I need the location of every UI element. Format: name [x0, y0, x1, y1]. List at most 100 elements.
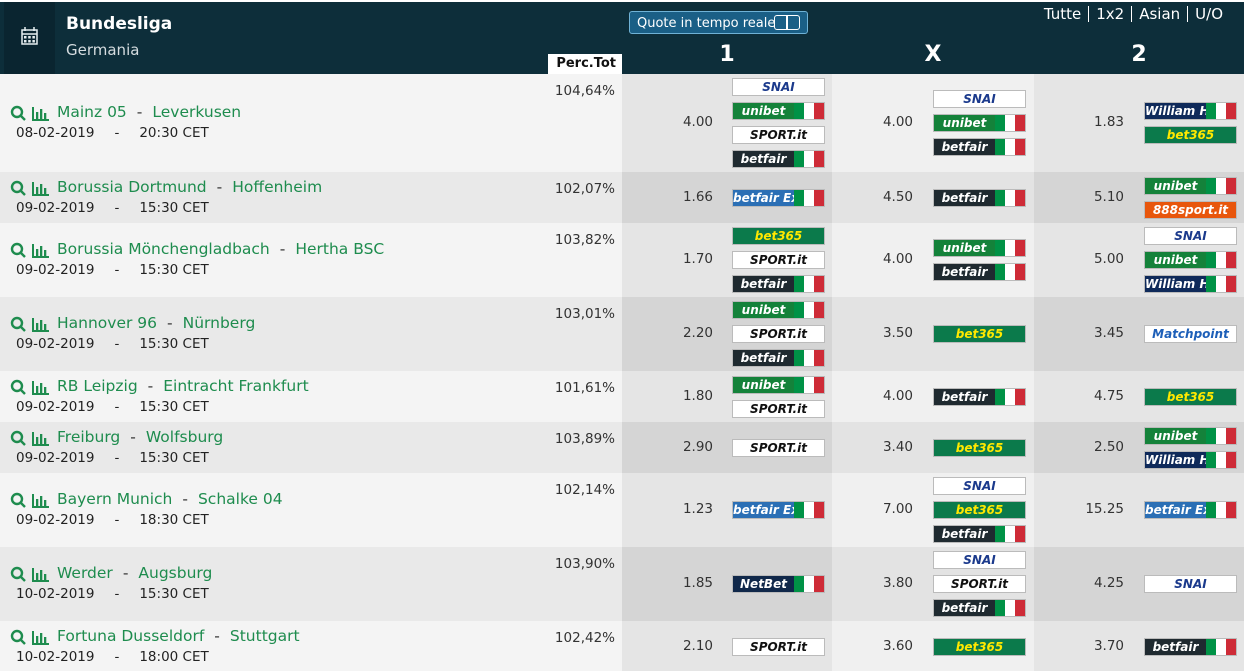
flag-stripe	[794, 151, 804, 167]
away-team[interactable]: Nürnberg	[182, 314, 256, 332]
bookmaker-logo[interactable]: betfair	[933, 387, 1026, 406]
bookmaker-logo[interactable]: unibet	[732, 102, 825, 120]
match-icons[interactable]	[10, 316, 50, 334]
bookmaker-logo[interactable]: unibet	[933, 114, 1026, 132]
bookmaker-logo[interactable]: SPORT.it	[732, 637, 825, 656]
home-team[interactable]: Fortuna Dusseldorf	[57, 627, 205, 645]
match-icons[interactable]	[10, 566, 50, 584]
home-team[interactable]: Werder	[57, 564, 113, 582]
match-icons-wrap[interactable]	[10, 242, 50, 264]
bookmaker-logo[interactable]: SNAI	[1144, 575, 1237, 593]
bookmaker-logo[interactable]: Matchpoint	[1144, 325, 1237, 343]
home-team[interactable]: Borussia Mönchengladbach	[57, 240, 270, 258]
match-icons[interactable]	[10, 430, 50, 448]
away-team[interactable]: Hoffenheim	[232, 178, 323, 196]
match-icons[interactable]	[10, 492, 50, 510]
home-team[interactable]: RB Leipzig	[57, 377, 138, 395]
match-icons[interactable]	[10, 629, 50, 647]
bookmaker-logo[interactable]: bet365	[933, 501, 1026, 519]
date-separator: -	[114, 125, 120, 141]
filter-link[interactable]: 1x2	[1088, 6, 1131, 22]
flag-stripe	[804, 350, 814, 366]
away-team[interactable]: Hertha BSC	[295, 240, 385, 258]
bookmaker-logo[interactable]: bet365	[1144, 126, 1237, 144]
bookmaker-logo[interactable]: SPORT.it	[732, 438, 825, 457]
bookmaker-logo[interactable]: William HILL	[1144, 275, 1237, 293]
bookmaker-logo[interactable]: unibet	[1144, 426, 1237, 445]
home-team[interactable]: Borussia Dortmund	[57, 178, 207, 196]
match-icons[interactable]	[10, 180, 50, 198]
bookmaker-logo[interactable]: unibet	[1144, 176, 1237, 195]
bookmaker-logo[interactable]: SNAI	[933, 551, 1026, 569]
bookmaker-logo[interactable]: bet365	[933, 438, 1026, 457]
bookmaker-logo[interactable]: SPORT.it	[732, 325, 825, 343]
away-team[interactable]: Stuttgart	[229, 627, 300, 645]
bookmaker-logo[interactable]: betfair Exchange	[732, 188, 825, 207]
bookmaker-logo[interactable]: unibet	[933, 239, 1026, 257]
match-icons-wrap[interactable]	[10, 180, 50, 202]
bookmaker-logo[interactable]: betfair Exchange	[1144, 501, 1237, 519]
bookmaker-logo[interactable]: unibet	[1144, 251, 1237, 269]
bookmaker-logo[interactable]: SNAI	[732, 78, 825, 96]
bookmaker-logo[interactable]: NetBet	[732, 575, 825, 593]
match-icons-wrap[interactable]	[10, 316, 50, 338]
match-date: 09-02-2019	[16, 200, 95, 216]
bookmaker-logo[interactable]: betfair	[732, 349, 825, 367]
bookmaker-logo[interactable]: bet365	[732, 227, 825, 245]
bookmaker-logo[interactable]: betfair	[933, 599, 1026, 617]
bookmaker-logo[interactable]: betfair	[933, 188, 1026, 207]
home-team[interactable]: Mainz 05	[57, 103, 127, 121]
match-icons-wrap[interactable]	[10, 566, 50, 588]
bookmaker-logo[interactable]: SPORT.it	[732, 399, 825, 418]
bookmaker-logo[interactable]: betfair	[732, 275, 825, 293]
bookmaker-logo[interactable]: SNAI	[933, 477, 1026, 495]
kickoff: 09-02-2019 - 15:30 CET	[16, 450, 209, 466]
bookmaker-logo[interactable]: William HILL	[1144, 102, 1237, 120]
match-icons-wrap[interactable]	[10, 492, 50, 514]
home-team[interactable]: Bayern Munich	[57, 490, 173, 508]
calendar-icon[interactable]	[4, 2, 55, 74]
bookmaker-logo[interactable]: unibet	[732, 375, 825, 394]
home-team[interactable]: Hannover 96	[57, 314, 158, 332]
bookmaker-logo[interactable]: SPORT.it	[732, 251, 825, 269]
match-icons[interactable]	[10, 105, 50, 123]
odds-cell: 3.60 bet365	[832, 621, 1034, 671]
bookmaker-logo[interactable]: SNAI	[933, 90, 1026, 108]
bookmaker-logo[interactable]: William HILL	[1144, 450, 1237, 469]
match-icons-wrap[interactable]	[10, 105, 50, 127]
bookmaker-logo[interactable]: betfair Exchange	[732, 501, 825, 519]
bookmaker-logo[interactable]: betfair	[933, 263, 1026, 281]
bookmaker-logo[interactable]: betfair	[933, 138, 1026, 156]
away-team[interactable]: Augsburg	[138, 564, 213, 582]
bookmaker-logo[interactable]: betfair	[732, 150, 825, 168]
bookmaker-logo[interactable]: betfair	[1144, 637, 1237, 656]
filter-link[interactable]: Asian	[1131, 6, 1187, 22]
filter-link[interactable]: U/O	[1187, 6, 1230, 22]
bookmaker-logo[interactable]: 888sport.it	[1144, 200, 1237, 219]
home-team[interactable]: Freiburg	[57, 428, 121, 446]
bookmaker-logo[interactable]: SNAI	[1144, 227, 1237, 245]
match-icons-wrap[interactable]	[10, 379, 50, 401]
match-icons-wrap[interactable]	[10, 629, 50, 651]
team-separator: -	[130, 428, 136, 446]
flag-stripe	[814, 502, 824, 518]
realtime-toggle[interactable]: Quote in tempo reale	[629, 11, 808, 34]
filter-link[interactable]: Tutte	[1043, 5, 1082, 23]
away-team[interactable]: Schalke 04	[197, 490, 283, 508]
away-team[interactable]: Wolfsburg	[145, 428, 224, 446]
away-team[interactable]: Leverkusen	[152, 103, 242, 121]
match-icons[interactable]	[10, 379, 50, 397]
bookmaker-logo[interactable]: bet365	[933, 325, 1026, 343]
flag-stripe	[794, 276, 804, 292]
bookmaker-logo[interactable]: betfair	[933, 525, 1026, 543]
bookmaker-logo[interactable]: bet365	[1144, 387, 1237, 406]
bookmaker-logo[interactable]: bet365	[933, 637, 1026, 656]
bookmaker-logo[interactable]: unibet	[732, 301, 825, 319]
odds-cell: 2.90 SPORT.it	[622, 422, 832, 473]
bookmaker-logo[interactable]: SPORT.it	[732, 126, 825, 144]
bookmaker-name: SPORT.it	[750, 327, 807, 341]
match-icons-wrap[interactable]	[10, 430, 50, 452]
match-icons[interactable]	[10, 242, 50, 260]
bookmaker-logo[interactable]: SPORT.it	[933, 575, 1026, 593]
away-team[interactable]: Eintracht Frankfurt	[163, 377, 309, 395]
